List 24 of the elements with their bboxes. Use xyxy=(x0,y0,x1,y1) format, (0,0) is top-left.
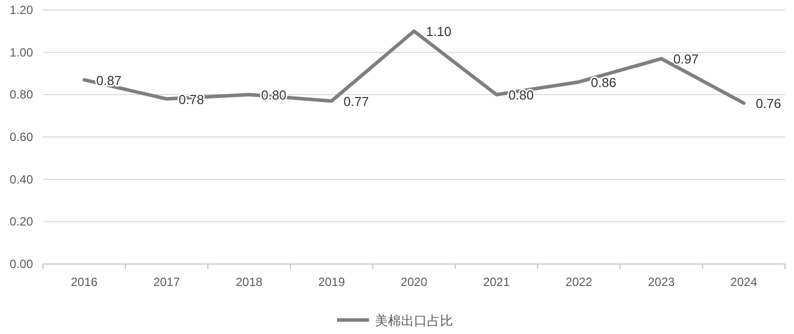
y-tick-label: 0.20 xyxy=(10,214,34,229)
y-tick-label: 0.40 xyxy=(10,172,34,186)
data-label: 0.87 xyxy=(96,72,122,88)
legend-label: 美棉出口占比 xyxy=(375,313,453,328)
data-label: 0.86 xyxy=(590,74,616,90)
data-label: 0.76 xyxy=(756,96,782,112)
x-tick-label: 2016 xyxy=(70,275,98,289)
data-label: 0.77 xyxy=(344,94,369,110)
y-tick-label: 1.00 xyxy=(10,45,34,60)
y-tick-label: 0.80 xyxy=(10,88,34,102)
x-tick-label: 2024 xyxy=(730,275,758,289)
y-tick-label: 0.60 xyxy=(10,130,34,144)
x-tick-label: 2021 xyxy=(483,275,510,289)
data-label: 0.80 xyxy=(508,88,534,103)
x-tick-label: 2023 xyxy=(648,275,676,289)
x-tick-label: 2022 xyxy=(566,275,593,289)
x-tick-label: 2018 xyxy=(236,275,263,289)
data-label: 1.10 xyxy=(426,24,452,40)
y-tick-label: 1.20 xyxy=(10,3,34,17)
x-tick-label: 2019 xyxy=(318,275,346,289)
x-tick-label: 2017 xyxy=(153,275,180,289)
x-tick-label: 2020 xyxy=(400,275,428,289)
data-label: 0.97 xyxy=(673,52,699,67)
y-tick-label: 0.00 xyxy=(10,257,34,271)
